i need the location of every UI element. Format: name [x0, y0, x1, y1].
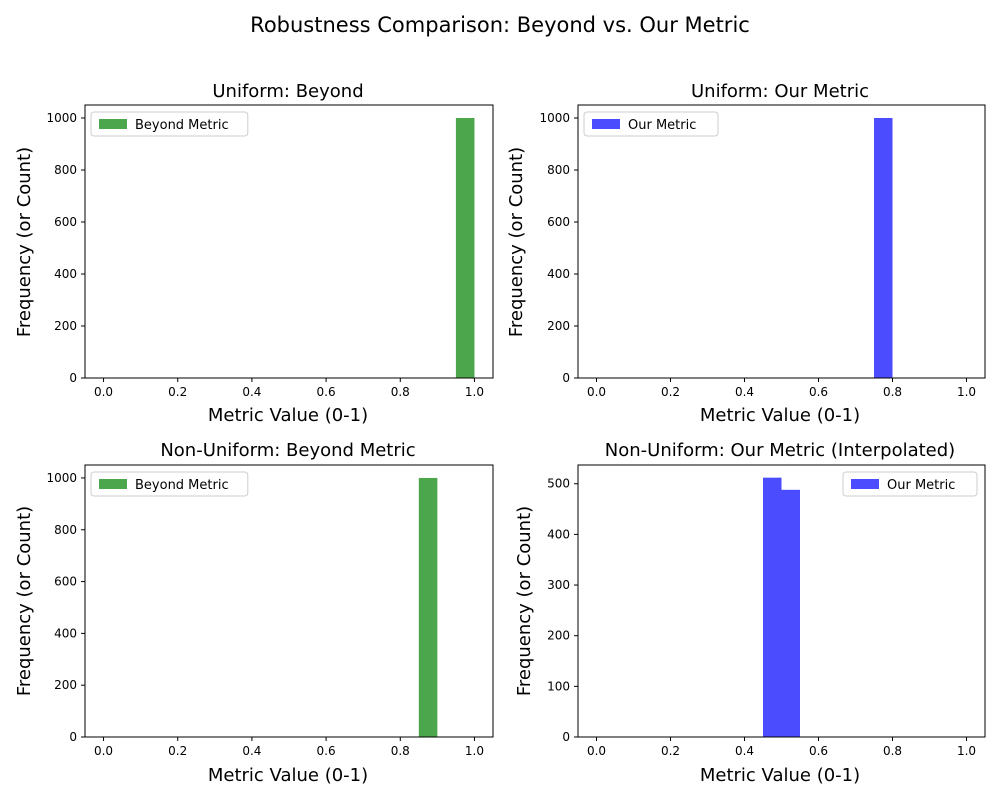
y-tick-label: 1000: [46, 471, 77, 485]
y-tick-label: 400: [54, 267, 77, 281]
legend-label: Our Metric: [628, 118, 696, 133]
x-axis-label: Metric Value (0-1): [208, 405, 368, 426]
panel-title: Uniform: Beyond: [212, 81, 363, 102]
x-tick-label: 0.4: [735, 744, 754, 758]
y-tick-label: 600: [547, 215, 570, 229]
y-tick-label: 400: [547, 267, 570, 281]
histogram-bar: [781, 489, 800, 737]
x-tick-label: 0.0: [587, 385, 606, 399]
x-tick-label: 0.2: [168, 744, 187, 758]
x-tick-label: 0.0: [587, 744, 606, 758]
x-tick-label: 0.2: [168, 385, 187, 399]
axes-frame: [84, 464, 494, 738]
y-tick-label: 200: [54, 678, 77, 692]
legend: Beyond Metric: [90, 471, 249, 497]
y-tick-label: 1000: [46, 111, 77, 125]
axes-frame: [84, 104, 494, 379]
x-tick-label: 1.0: [957, 744, 976, 758]
y-axis-label: Frequency (or Count): [514, 506, 535, 696]
y-axis-label: Frequency (or Count): [14, 506, 35, 696]
histogram-bar: [763, 477, 782, 737]
x-tick-label: 0.8: [391, 385, 410, 399]
figure-title: Robustness Comparison: Beyond vs. Our Me…: [250, 13, 750, 37]
x-tick-label: 0.4: [735, 385, 754, 399]
x-tick-label: 0.6: [809, 385, 828, 399]
y-tick-label: 200: [547, 629, 570, 643]
x-tick-label: 0.2: [661, 385, 680, 399]
histogram-bar: [874, 118, 893, 378]
x-tick-label: 1.0: [465, 385, 484, 399]
legend-label: Our Metric: [887, 478, 955, 493]
y-tick-label: 200: [547, 319, 570, 333]
x-tick-label: 0.8: [391, 744, 410, 758]
panel-non-uniform-beyond: Non-Uniform: Beyond Metric Metric Value …: [14, 440, 494, 786]
panel-title: Non-Uniform: Our Metric (Interpolated): [605, 440, 955, 461]
x-tick-label: 0.6: [317, 385, 336, 399]
panel-title: Non-Uniform: Beyond Metric: [160, 440, 415, 461]
panel-uniform-our-metric: Uniform: Our Metric Metric Value (0-1) F…: [506, 81, 986, 426]
legend-label: Beyond Metric: [135, 478, 229, 493]
x-tick-label: 0.6: [809, 744, 828, 758]
panel-non-uniform-our-metric: Non-Uniform: Our Metric (Interpolated) M…: [514, 440, 986, 786]
y-tick-label: 600: [54, 575, 77, 589]
x-tick-label: 1.0: [465, 744, 484, 758]
x-tick-label: 1.0: [957, 385, 976, 399]
y-axis-label: Frequency (or Count): [14, 147, 35, 337]
y-tick-label: 100: [547, 679, 570, 693]
panel-uniform-beyond: Uniform: Beyond Metric Value (0-1) Frequ…: [14, 81, 494, 426]
x-axis-label: Metric Value (0-1): [700, 405, 860, 426]
y-tick-label: 0: [562, 371, 570, 385]
legend-swatch: [99, 479, 127, 489]
legend-swatch: [851, 479, 879, 489]
x-tick-label: 0.0: [94, 744, 113, 758]
axes-frame: [577, 104, 986, 379]
histogram-bar: [418, 477, 438, 737]
y-tick-label: 800: [54, 163, 77, 177]
y-tick-label: 800: [547, 163, 570, 177]
y-tick-label: 600: [54, 215, 77, 229]
histogram-bar: [455, 118, 475, 378]
y-tick-label: 300: [547, 578, 570, 592]
y-axis-label: Frequency (or Count): [506, 147, 527, 337]
legend-label: Beyond Metric: [135, 118, 229, 133]
y-tick-label: 0: [562, 730, 570, 744]
y-tick-label: 0: [69, 371, 77, 385]
y-tick-label: 200: [54, 319, 77, 333]
y-tick-label: 1000: [539, 111, 570, 125]
legend: Our Metric: [583, 111, 719, 137]
legend-swatch: [592, 119, 620, 129]
x-tick-label: 0.6: [317, 744, 336, 758]
legend-swatch: [99, 119, 127, 129]
x-tick-label: 0.4: [242, 385, 261, 399]
x-tick-label: 0.2: [661, 744, 680, 758]
x-tick-label: 0.8: [883, 385, 902, 399]
x-axis-label: Metric Value (0-1): [208, 765, 368, 786]
x-axis-label: Metric Value (0-1): [700, 765, 860, 786]
y-tick-label: 400: [54, 626, 77, 640]
y-tick-label: 400: [547, 527, 570, 541]
legend: Beyond Metric: [90, 111, 249, 137]
legend: Our Metric: [842, 471, 978, 497]
y-tick-label: 800: [54, 523, 77, 537]
x-tick-label: 0.0: [94, 385, 113, 399]
y-tick-label: 0: [69, 730, 77, 744]
y-tick-label: 500: [547, 477, 570, 491]
x-tick-label: 0.4: [242, 744, 261, 758]
panel-title: Uniform: Our Metric: [691, 81, 869, 102]
x-tick-label: 0.8: [883, 744, 902, 758]
axes-frame: [577, 464, 986, 738]
